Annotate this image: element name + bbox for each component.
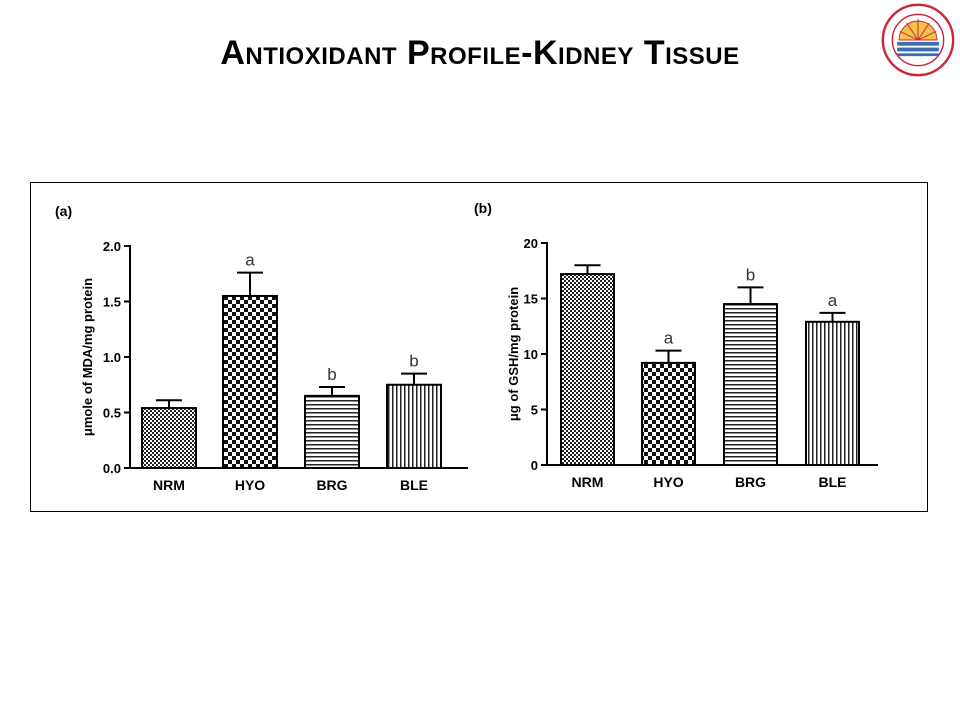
y-tick-label-a: 1.0 bbox=[103, 350, 121, 365]
significance-label-b: a bbox=[828, 291, 838, 310]
significance-label-a: b bbox=[327, 365, 336, 384]
bar-b-hyo bbox=[641, 361, 696, 467]
y-tick-label-a: 0.0 bbox=[103, 461, 121, 476]
y-tick-label-b: 0 bbox=[531, 458, 538, 473]
x-tick-label-a: BRG bbox=[316, 477, 347, 493]
x-tick-label-a: NRM bbox=[153, 477, 185, 493]
significance-label-b: b bbox=[746, 265, 755, 284]
y-tick-label-b: 15 bbox=[524, 292, 538, 307]
y-axis-label-b: μg of GSH/mg protein bbox=[506, 287, 521, 421]
bar-b-ble bbox=[805, 320, 860, 466]
y-tick-label-a: 1.5 bbox=[103, 295, 121, 310]
y-tick-label-b: 10 bbox=[524, 347, 538, 362]
panel-label-a: (a) bbox=[55, 203, 72, 219]
significance-label-b: a bbox=[664, 329, 674, 348]
bar-a-brg bbox=[304, 394, 360, 470]
x-tick-label-b: BRG bbox=[735, 474, 766, 490]
bar-a-nrm bbox=[141, 407, 197, 469]
x-tick-label-b: BLE bbox=[819, 474, 847, 490]
y-axis-label-a: μmole of MDA/mg protein bbox=[80, 278, 95, 436]
y-tick-label-b: 20 bbox=[524, 236, 538, 251]
panel-label-b: (b) bbox=[474, 200, 492, 216]
university-seal-icon bbox=[881, 3, 955, 77]
x-tick-label-b: NRM bbox=[572, 474, 604, 490]
x-tick-label-b: HYO bbox=[653, 474, 683, 490]
bar-a-ble bbox=[386, 383, 442, 469]
y-tick-label-a: 2.0 bbox=[103, 239, 121, 254]
bar-b-brg bbox=[723, 303, 778, 466]
slide-title: Antioxidant Profile-Kidney Tissue bbox=[220, 34, 740, 72]
bar-b-nrm bbox=[560, 273, 615, 466]
significance-label-a: a bbox=[245, 251, 255, 270]
x-tick-label-a: HYO bbox=[235, 477, 265, 493]
x-tick-label-a: BLE bbox=[400, 477, 428, 493]
y-tick-label-b: 5 bbox=[531, 403, 538, 418]
y-tick-label-a: 0.5 bbox=[103, 406, 121, 421]
bar-a-hyo bbox=[222, 294, 278, 470]
significance-label-a: b bbox=[409, 352, 418, 371]
